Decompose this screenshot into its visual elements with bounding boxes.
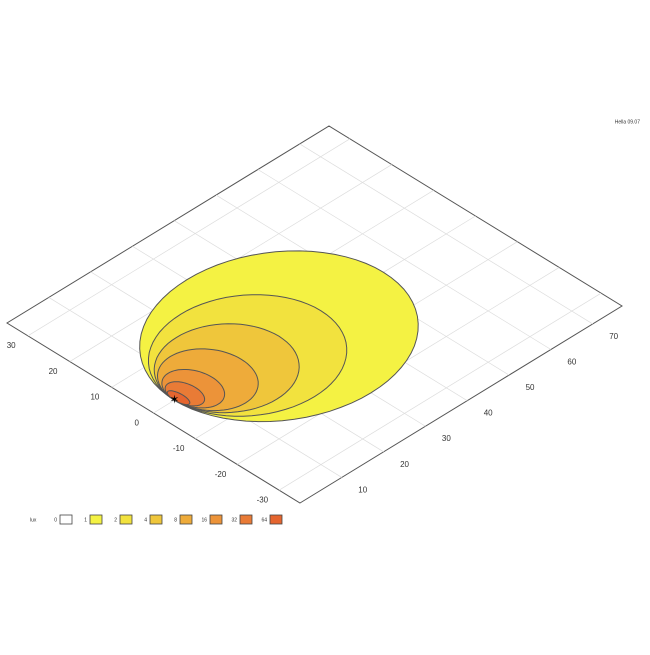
x-tick-label: 50: [526, 383, 535, 392]
legend-swatch: [179, 514, 193, 525]
x-tick-label: 40: [484, 409, 493, 418]
legend-label: 1: [84, 517, 87, 523]
y-tick-label: 10: [90, 393, 99, 402]
legend-label: 8: [174, 517, 177, 523]
x-tick-label: 60: [567, 357, 576, 366]
legend-label: 4: [144, 517, 147, 523]
legend-label: 64: [261, 517, 267, 523]
legend-label: 0: [54, 517, 57, 523]
grid-line: [278, 292, 602, 491]
legend-swatch: [59, 514, 73, 525]
x-tick-label: 10: [358, 485, 367, 494]
legend-swatch: [269, 514, 283, 525]
legend-label: 16: [201, 517, 207, 523]
x-tick-label: 70: [609, 332, 618, 341]
legend-label: 2: [114, 517, 117, 523]
legend-swatch: [239, 514, 253, 525]
legend-swatch: [149, 514, 163, 525]
light-source: ✶: [169, 392, 179, 406]
y-tick-label: 0: [135, 418, 140, 427]
y-tick-label: -20: [215, 470, 227, 479]
legend-label: 32: [231, 517, 237, 523]
y-tick-label: 30: [7, 341, 16, 350]
y-tick-label: -10: [173, 444, 185, 453]
chart-title: Hella 09.07: [615, 119, 641, 125]
x-tick-label: 30: [442, 434, 451, 443]
y-tick-label: 20: [49, 367, 58, 376]
grid-line: [27, 138, 351, 337]
legend-swatch: [89, 514, 103, 525]
legend-swatch: [119, 514, 133, 525]
isolux-contour: [166, 390, 191, 406]
y-tick-label: -30: [257, 495, 269, 504]
legend-swatch: [209, 514, 223, 525]
legend-title: lux: [30, 517, 37, 523]
x-tick-label: 20: [400, 460, 409, 469]
